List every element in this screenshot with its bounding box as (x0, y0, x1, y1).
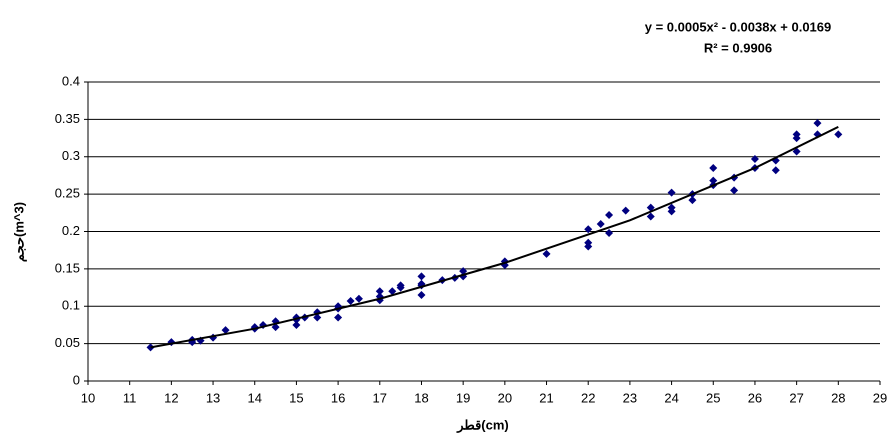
x-tick-label: 14 (248, 390, 262, 405)
data-point (584, 242, 593, 251)
x-tick-label: 21 (539, 390, 553, 405)
x-tick-label: 15 (289, 390, 303, 405)
y-tick-label: 0.05 (55, 335, 80, 350)
x-tick-label: 18 (414, 390, 428, 405)
x-tick-label: 17 (373, 390, 387, 405)
x-tick-label: 24 (664, 390, 678, 405)
data-point (771, 166, 780, 175)
x-tick-label: 19 (456, 390, 470, 405)
data-point (792, 134, 801, 143)
data-point (584, 225, 593, 234)
y-tick-label: 0.25 (55, 186, 80, 201)
data-point (750, 154, 759, 163)
y-tick-label: 0.35 (55, 111, 80, 126)
data-point (730, 186, 739, 195)
data-point (375, 287, 384, 296)
x-tick-label: 20 (498, 390, 512, 405)
trendline (150, 125, 839, 349)
data-point (646, 203, 655, 212)
x-axis-label: قطر(cm) (456, 417, 509, 433)
data-point (417, 272, 426, 281)
y-tick-label: 0 (73, 372, 80, 387)
data-point (667, 207, 676, 216)
data-point (334, 313, 343, 322)
equation: y = 0.0005x² - 0.0038x + 0.0169 (645, 19, 832, 34)
x-tick-label: 10 (81, 390, 95, 405)
data-point (605, 211, 614, 220)
y-axis-label: حجم(m^3) (11, 202, 27, 262)
data-point (709, 163, 718, 172)
y-tick-label: 0.2 (62, 223, 80, 238)
data-point (596, 220, 605, 229)
x-tick-label: 12 (164, 390, 178, 405)
x-tick-label: 29 (873, 390, 887, 405)
x-tick-label: 22 (581, 390, 595, 405)
data-point (667, 188, 676, 197)
data-point (621, 206, 630, 215)
data-point (834, 130, 843, 139)
x-tick-label: 16 (331, 390, 345, 405)
r-squared: R² = 0.9906 (704, 40, 772, 55)
data-point (459, 267, 468, 276)
data-point (292, 320, 301, 329)
y-tick-label: 0.1 (62, 298, 80, 313)
x-tick-label: 28 (831, 390, 845, 405)
x-tick-label: 13 (206, 390, 220, 405)
x-tick-label: 11 (123, 390, 137, 405)
data-point (688, 196, 697, 205)
data-point (646, 212, 655, 221)
y-tick-label: 0.4 (62, 73, 80, 88)
data-point (388, 287, 397, 296)
data-point (709, 176, 718, 185)
x-tick-label: 26 (748, 390, 762, 405)
x-tick-label: 25 (706, 390, 720, 405)
data-point (605, 228, 614, 237)
data-point (346, 297, 355, 306)
x-tick-label: 27 (789, 390, 803, 405)
data-point (417, 291, 426, 300)
data-point (813, 119, 822, 128)
data-point (221, 326, 230, 335)
x-tick-label: 23 (623, 390, 637, 405)
data-point (792, 147, 801, 156)
y-tick-label: 0.15 (55, 260, 80, 275)
data-point (313, 313, 322, 322)
y-tick-label: 0.3 (62, 148, 80, 163)
data-point (542, 249, 551, 258)
data-point (396, 283, 405, 292)
data-point (354, 294, 363, 303)
